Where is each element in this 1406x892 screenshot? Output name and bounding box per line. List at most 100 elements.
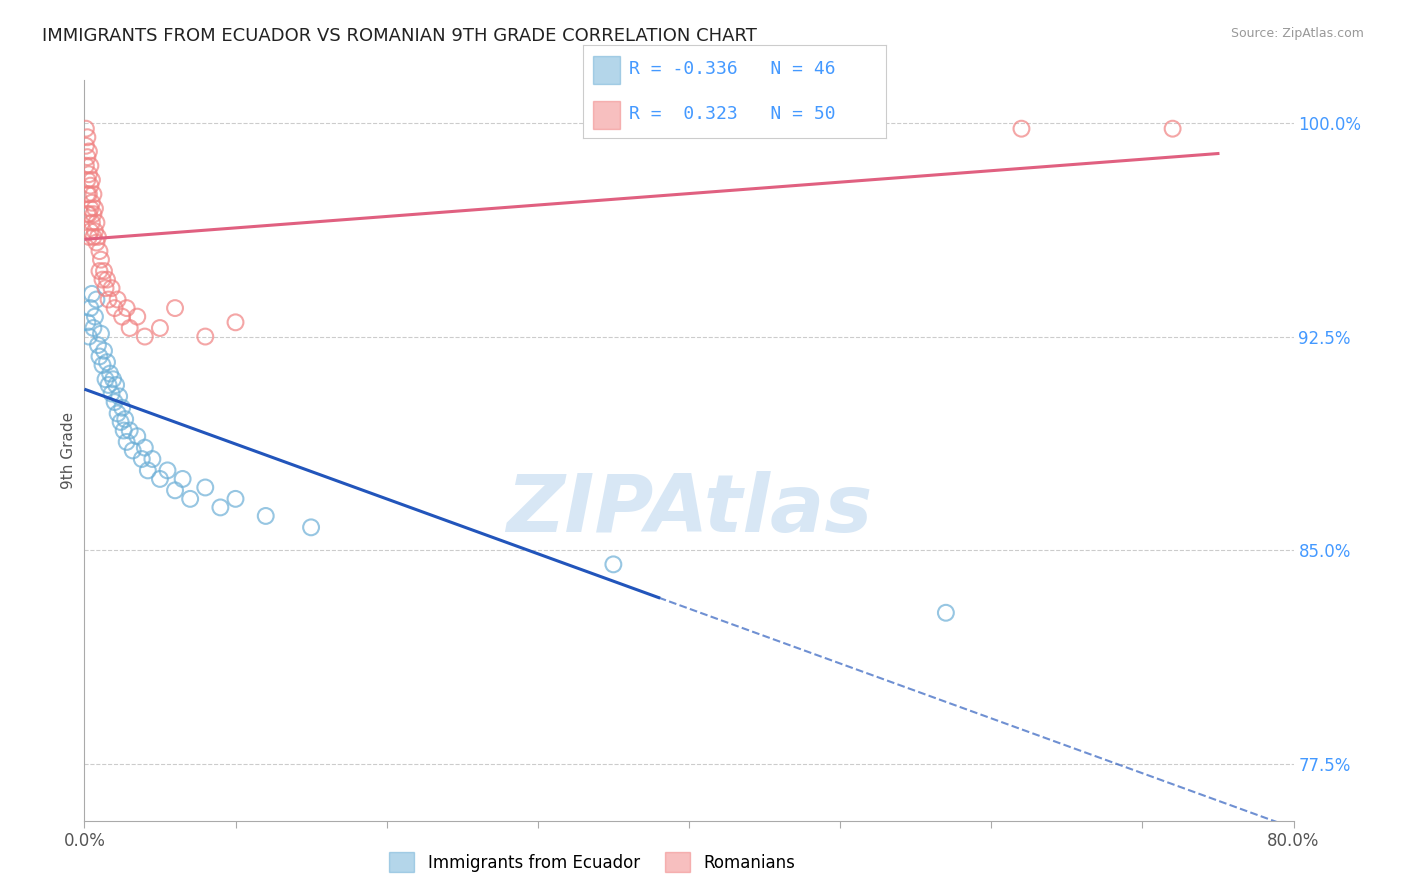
Point xyxy=(96,355,118,369)
Point xyxy=(101,372,124,386)
Text: R = -0.336   N = 46: R = -0.336 N = 46 xyxy=(628,60,835,78)
Point xyxy=(94,372,117,386)
Point xyxy=(80,216,103,230)
Point xyxy=(77,145,100,159)
Point xyxy=(90,326,112,341)
Point xyxy=(1011,121,1033,136)
Point xyxy=(79,224,101,238)
Point xyxy=(75,138,97,153)
Text: IMMIGRANTS FROM ECUADOR VS ROMANIAN 9TH GRADE CORRELATION CHART: IMMIGRANTS FROM ECUADOR VS ROMANIAN 9TH … xyxy=(42,27,756,45)
Point xyxy=(82,207,104,221)
Point xyxy=(118,424,141,438)
Point xyxy=(76,150,98,164)
Point xyxy=(91,358,114,372)
Point xyxy=(209,500,232,515)
Point xyxy=(89,244,111,259)
Point xyxy=(136,463,159,477)
Point xyxy=(94,281,117,295)
Point xyxy=(165,301,187,315)
Point xyxy=(935,606,957,620)
Point xyxy=(104,395,127,409)
Point xyxy=(80,173,103,187)
Point xyxy=(1161,121,1184,136)
Point xyxy=(84,224,107,238)
Point xyxy=(179,491,201,506)
Point xyxy=(79,159,101,173)
Point xyxy=(77,230,100,244)
Point xyxy=(111,310,134,324)
Point xyxy=(76,315,98,329)
Point xyxy=(100,281,122,295)
Point xyxy=(77,207,100,221)
Text: ZIPAtlas: ZIPAtlas xyxy=(506,471,872,549)
Point xyxy=(76,173,98,187)
Point xyxy=(86,235,108,250)
Point xyxy=(110,415,132,429)
Point xyxy=(87,230,110,244)
Point xyxy=(84,202,107,216)
Point xyxy=(77,187,100,202)
Text: Source: ZipAtlas.com: Source: ZipAtlas.com xyxy=(1230,27,1364,40)
Point xyxy=(172,472,194,486)
Point xyxy=(76,130,98,145)
Point xyxy=(115,434,138,449)
Point xyxy=(156,463,179,477)
Point xyxy=(115,301,138,315)
Point xyxy=(82,187,104,202)
Point xyxy=(100,386,122,401)
Point xyxy=(112,424,135,438)
Point xyxy=(89,264,111,278)
Point xyxy=(194,329,217,343)
Point xyxy=(93,264,115,278)
Point xyxy=(165,483,187,498)
Point xyxy=(80,195,103,210)
Bar xyxy=(592,56,620,84)
Point xyxy=(108,389,131,403)
Point xyxy=(121,443,143,458)
Point xyxy=(90,252,112,267)
Point xyxy=(75,121,97,136)
Point xyxy=(131,452,153,467)
Point xyxy=(225,315,247,329)
Y-axis label: 9th Grade: 9th Grade xyxy=(60,412,76,489)
Legend: Immigrants from Ecuador, Romanians: Immigrants from Ecuador, Romanians xyxy=(382,846,801,879)
Point xyxy=(79,178,101,193)
Point xyxy=(76,187,98,202)
Point xyxy=(76,207,98,221)
Point xyxy=(79,202,101,216)
Point xyxy=(82,321,104,335)
Point xyxy=(82,230,104,244)
Point xyxy=(107,406,129,420)
Point xyxy=(87,338,110,352)
Point xyxy=(111,401,134,415)
Point xyxy=(149,321,172,335)
Point xyxy=(299,520,322,534)
Point xyxy=(75,159,97,173)
Point xyxy=(77,167,100,181)
Point xyxy=(105,378,128,392)
Point xyxy=(254,508,277,523)
Point xyxy=(134,329,156,343)
Point xyxy=(97,293,120,307)
Point xyxy=(602,558,624,572)
Bar xyxy=(592,101,620,129)
Point xyxy=(149,472,172,486)
Point xyxy=(84,310,107,324)
Point xyxy=(127,310,149,324)
Point xyxy=(114,412,136,426)
Point xyxy=(79,301,101,315)
Point xyxy=(80,286,103,301)
Point xyxy=(134,441,156,455)
Point xyxy=(107,293,129,307)
Point xyxy=(91,272,114,286)
Point xyxy=(194,480,217,494)
Point xyxy=(93,343,115,358)
Point xyxy=(89,350,111,364)
Point xyxy=(77,329,100,343)
Point xyxy=(225,491,247,506)
Point xyxy=(118,321,141,335)
Point xyxy=(141,452,163,467)
Point xyxy=(97,378,120,392)
Point xyxy=(96,272,118,286)
Text: R =  0.323   N = 50: R = 0.323 N = 50 xyxy=(628,105,835,123)
